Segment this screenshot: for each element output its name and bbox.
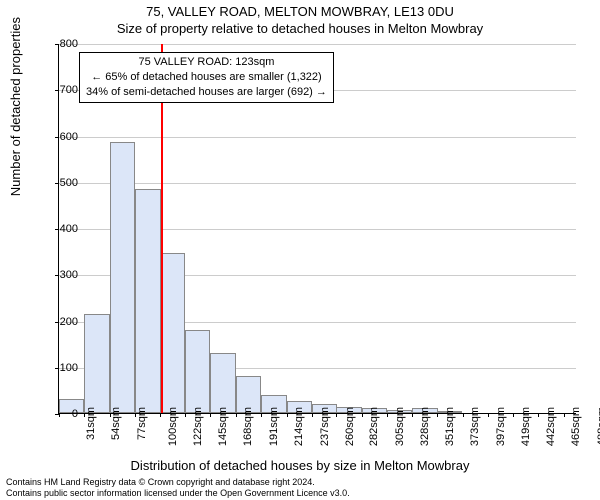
gridline — [59, 137, 576, 138]
xtick-label: 31sqm — [85, 407, 97, 440]
xtick-mark — [564, 413, 565, 417]
xtick-label: 122sqm — [192, 407, 204, 446]
xtick-mark — [362, 413, 363, 417]
xtick-label: 77sqm — [136, 407, 148, 440]
histogram-bar — [110, 142, 135, 413]
annotation-box: 75 VALLEY ROAD: 123sqm← 65% of detached … — [79, 52, 334, 103]
xtick-mark — [312, 413, 313, 417]
ytick-label: 400 — [48, 223, 78, 235]
annotation-line1: 75 VALLEY ROAD: 123sqm — [86, 55, 327, 70]
ytick-label: 700 — [48, 84, 78, 96]
xtick-mark — [185, 413, 186, 417]
xtick-mark — [387, 413, 388, 417]
ytick-label: 0 — [48, 408, 78, 420]
histogram-bar — [135, 189, 160, 413]
xtick-mark — [463, 413, 464, 417]
xtick-label: 465sqm — [570, 407, 582, 446]
ytick-label: 100 — [48, 362, 78, 374]
page-title: 75, VALLEY ROAD, MELTON MOWBRAY, LE13 0D… — [0, 0, 600, 19]
histogram-bar — [84, 314, 109, 413]
xtick-mark — [236, 413, 237, 417]
ytick-label: 500 — [48, 177, 78, 189]
gridline — [59, 44, 576, 45]
x-axis-label: Distribution of detached houses by size … — [0, 458, 600, 473]
histogram-bar — [160, 253, 185, 413]
xtick-mark — [110, 413, 111, 417]
xtick-label: 282sqm — [368, 407, 380, 446]
annotation-line3: 34% of semi-detached houses are larger (… — [86, 85, 327, 100]
histogram-bar — [185, 330, 210, 413]
ytick-label: 200 — [48, 316, 78, 328]
xtick-label: 328sqm — [419, 407, 431, 446]
xtick-label: 442sqm — [545, 407, 557, 446]
xtick-label: 488sqm — [596, 407, 600, 446]
xtick-mark — [336, 413, 337, 417]
histogram-bar — [210, 353, 235, 413]
xtick-label: 100sqm — [167, 407, 179, 446]
xtick-label: 168sqm — [242, 407, 254, 446]
xtick-mark — [261, 413, 262, 417]
xtick-label: 419sqm — [520, 407, 532, 446]
xtick-label: 373sqm — [469, 407, 481, 446]
xtick-mark — [513, 413, 514, 417]
footer-line-1: Contains HM Land Registry data © Crown c… — [6, 477, 350, 487]
page-subtitle: Size of property relative to detached ho… — [0, 19, 600, 36]
gridline — [59, 183, 576, 184]
ytick-label: 600 — [48, 131, 78, 143]
xtick-label: 214sqm — [293, 407, 305, 446]
xtick-mark — [135, 413, 136, 417]
footer-line-2: Contains public sector information licen… — [6, 488, 350, 498]
plot-area: 31sqm54sqm77sqm100sqm122sqm145sqm168sqm1… — [58, 44, 576, 414]
xtick-label: 351sqm — [445, 407, 457, 446]
xtick-label: 237sqm — [319, 407, 331, 446]
xtick-mark — [538, 413, 539, 417]
chart: 31sqm54sqm77sqm100sqm122sqm145sqm168sqm1… — [58, 44, 576, 414]
xtick-mark — [287, 413, 288, 417]
footer-attribution: Contains HM Land Registry data © Crown c… — [6, 477, 350, 498]
xtick-mark — [210, 413, 211, 417]
xtick-mark — [160, 413, 161, 417]
xtick-label: 145sqm — [217, 407, 229, 446]
xtick-label: 305sqm — [394, 407, 406, 446]
ytick-label: 800 — [48, 38, 78, 50]
y-axis-label: Number of detached properties — [8, 17, 23, 196]
xtick-label: 191sqm — [268, 407, 280, 446]
xtick-label: 260sqm — [344, 407, 356, 446]
xtick-mark — [488, 413, 489, 417]
xtick-mark — [437, 413, 438, 417]
xtick-label: 397sqm — [495, 407, 507, 446]
xtick-label: 54sqm — [110, 407, 122, 440]
xtick-mark — [84, 413, 85, 417]
xtick-mark — [412, 413, 413, 417]
ytick-label: 300 — [48, 269, 78, 281]
annotation-line2: ← 65% of detached houses are smaller (1,… — [86, 70, 327, 85]
